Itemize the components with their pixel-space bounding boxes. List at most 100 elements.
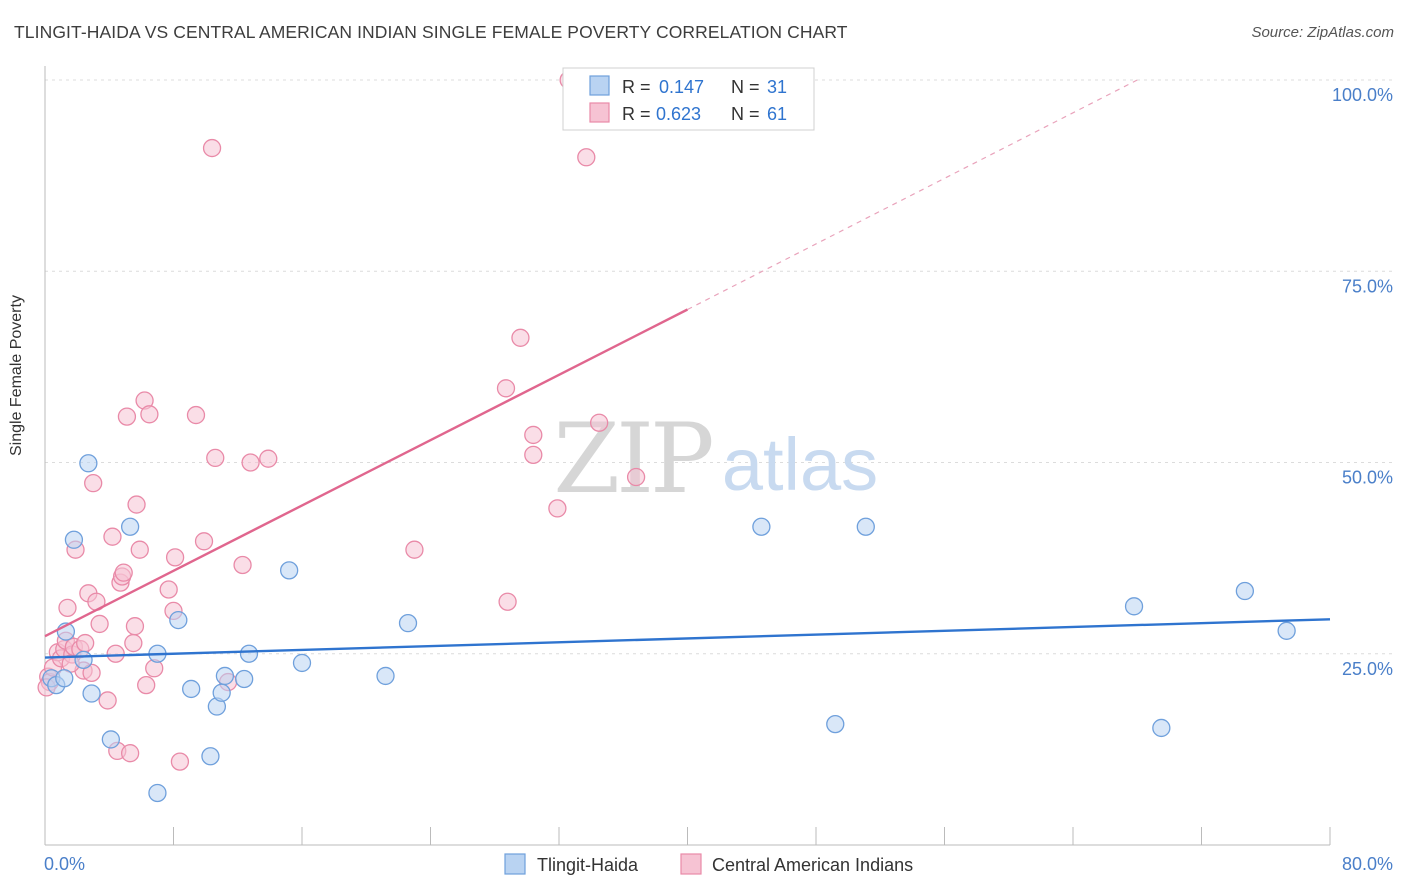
source-credit: Source: ZipAtlas.com: [1251, 24, 1394, 41]
data-point: [186, 405, 206, 425]
trend-line-extension: [687, 79, 1138, 311]
y-tick-label: 50.0%: [1342, 468, 1393, 488]
data-point: [259, 449, 278, 468]
data-point: [58, 598, 77, 617]
data-point: [239, 644, 259, 663]
trend-line-central-american-indians: [44, 308, 689, 638]
data-point: [496, 379, 516, 398]
y-tick-label: 100.0%: [1332, 85, 1393, 105]
data-point: [140, 405, 159, 424]
data-point: [524, 425, 543, 445]
data-point: [194, 532, 214, 551]
data-point: [101, 730, 121, 749]
x-tick-label: 0.0%: [44, 854, 85, 874]
data-point: [1277, 621, 1296, 640]
data-point: [74, 650, 93, 670]
legend-bottom-swatch-blue: [504, 853, 526, 875]
data-point: [84, 474, 103, 493]
legend-n-label-2: N =: [731, 104, 760, 124]
stats-legend: R = 0.147 N = 31 R = 0.623 N = 61: [562, 67, 815, 131]
data-point: [856, 517, 875, 536]
data-point: [235, 669, 254, 689]
data-point: [114, 563, 133, 582]
chart-title: TLINGIT-HAIDA VS CENTRAL AMERICAN INDIAN…: [14, 22, 848, 42]
data-point: [215, 666, 235, 686]
data-point: [165, 548, 185, 567]
data-point: [626, 467, 646, 487]
data-point: [120, 744, 140, 763]
x-tick-label: 80.0%: [1342, 854, 1393, 874]
data-point: [82, 663, 101, 683]
data-point: [159, 580, 178, 599]
data-point: [106, 644, 125, 663]
data-point: [55, 669, 74, 688]
data-point: [498, 592, 517, 611]
data-point: [241, 453, 260, 472]
watermark-zip: ZIP: [553, 403, 712, 515]
data-point: [170, 752, 190, 771]
data-point: [103, 527, 122, 546]
tick-labels: 25.0% 50.0% 75.0% 100.0% 0.0% 80.0%: [44, 85, 1393, 874]
data-point: [137, 675, 156, 695]
data-point: [292, 653, 312, 673]
data-point: [752, 517, 771, 536]
data-point: [206, 448, 225, 468]
data-point: [79, 454, 98, 473]
data-point: [577, 148, 596, 167]
data-point: [524, 445, 543, 465]
data-point: [212, 683, 231, 702]
data-point: [376, 666, 395, 686]
data-point: [233, 555, 252, 575]
y-axis-label: Single Female Poverty: [8, 295, 25, 456]
legend-n-value-1: 31: [767, 77, 787, 97]
legend-r-label-1: R =: [622, 77, 651, 97]
legend-r-value-1: 0.147: [659, 77, 704, 97]
trend-line-tlingit-haida: [44, 618, 1331, 659]
data-point: [398, 614, 418, 633]
data-point: [76, 633, 95, 653]
data-point: [130, 540, 149, 559]
legend-swatch-blue: [589, 75, 610, 96]
data-point: [511, 328, 530, 347]
legend-n-label-1: N =: [731, 77, 760, 97]
data-point: [169, 610, 188, 630]
data-point: [548, 499, 567, 518]
data-point: [117, 407, 137, 426]
data-point: [202, 138, 222, 158]
data-point: [1124, 597, 1144, 616]
data-point: [120, 517, 140, 536]
legend-swatch-pink: [589, 102, 610, 123]
data-point: [826, 714, 845, 734]
data-point: [590, 413, 609, 432]
legend-central-american-indians: Central American Indians: [712, 855, 913, 875]
legend-n-value-2: 61: [767, 104, 787, 124]
data-point: [201, 747, 220, 766]
data-point: [1235, 581, 1255, 601]
axes: [44, 66, 1331, 846]
legend-r-label-2: R =: [622, 104, 651, 124]
trend-lines: [44, 79, 1331, 659]
data-point: [82, 684, 101, 703]
y-tick-label: 75.0%: [1342, 276, 1393, 296]
data-point: [125, 617, 145, 636]
data-point: [64, 530, 84, 549]
legend-r-value-2: 0.623: [656, 104, 701, 124]
legend-bottom-swatch-pink: [680, 853, 702, 875]
data-point: [124, 633, 143, 653]
series-central-american-indians-points: [37, 70, 646, 771]
data-point: [1152, 718, 1171, 738]
data-point: [98, 691, 117, 710]
legend-tlingit-haida: Tlingit-Haida: [537, 855, 639, 875]
data-point: [182, 679, 201, 699]
data-point: [127, 495, 146, 514]
data-point: [405, 540, 424, 559]
y-tick-label: 25.0%: [1342, 659, 1393, 679]
series-legend: Tlingit-Haida Central American Indians: [504, 853, 913, 875]
series-tlingit-haida-points: [42, 454, 1296, 803]
watermark: ZIP atlas: [553, 403, 878, 515]
data-point: [90, 614, 109, 634]
data-point: [148, 783, 167, 803]
data-point: [279, 561, 299, 580]
watermark-atlas: atlas: [722, 423, 878, 506]
